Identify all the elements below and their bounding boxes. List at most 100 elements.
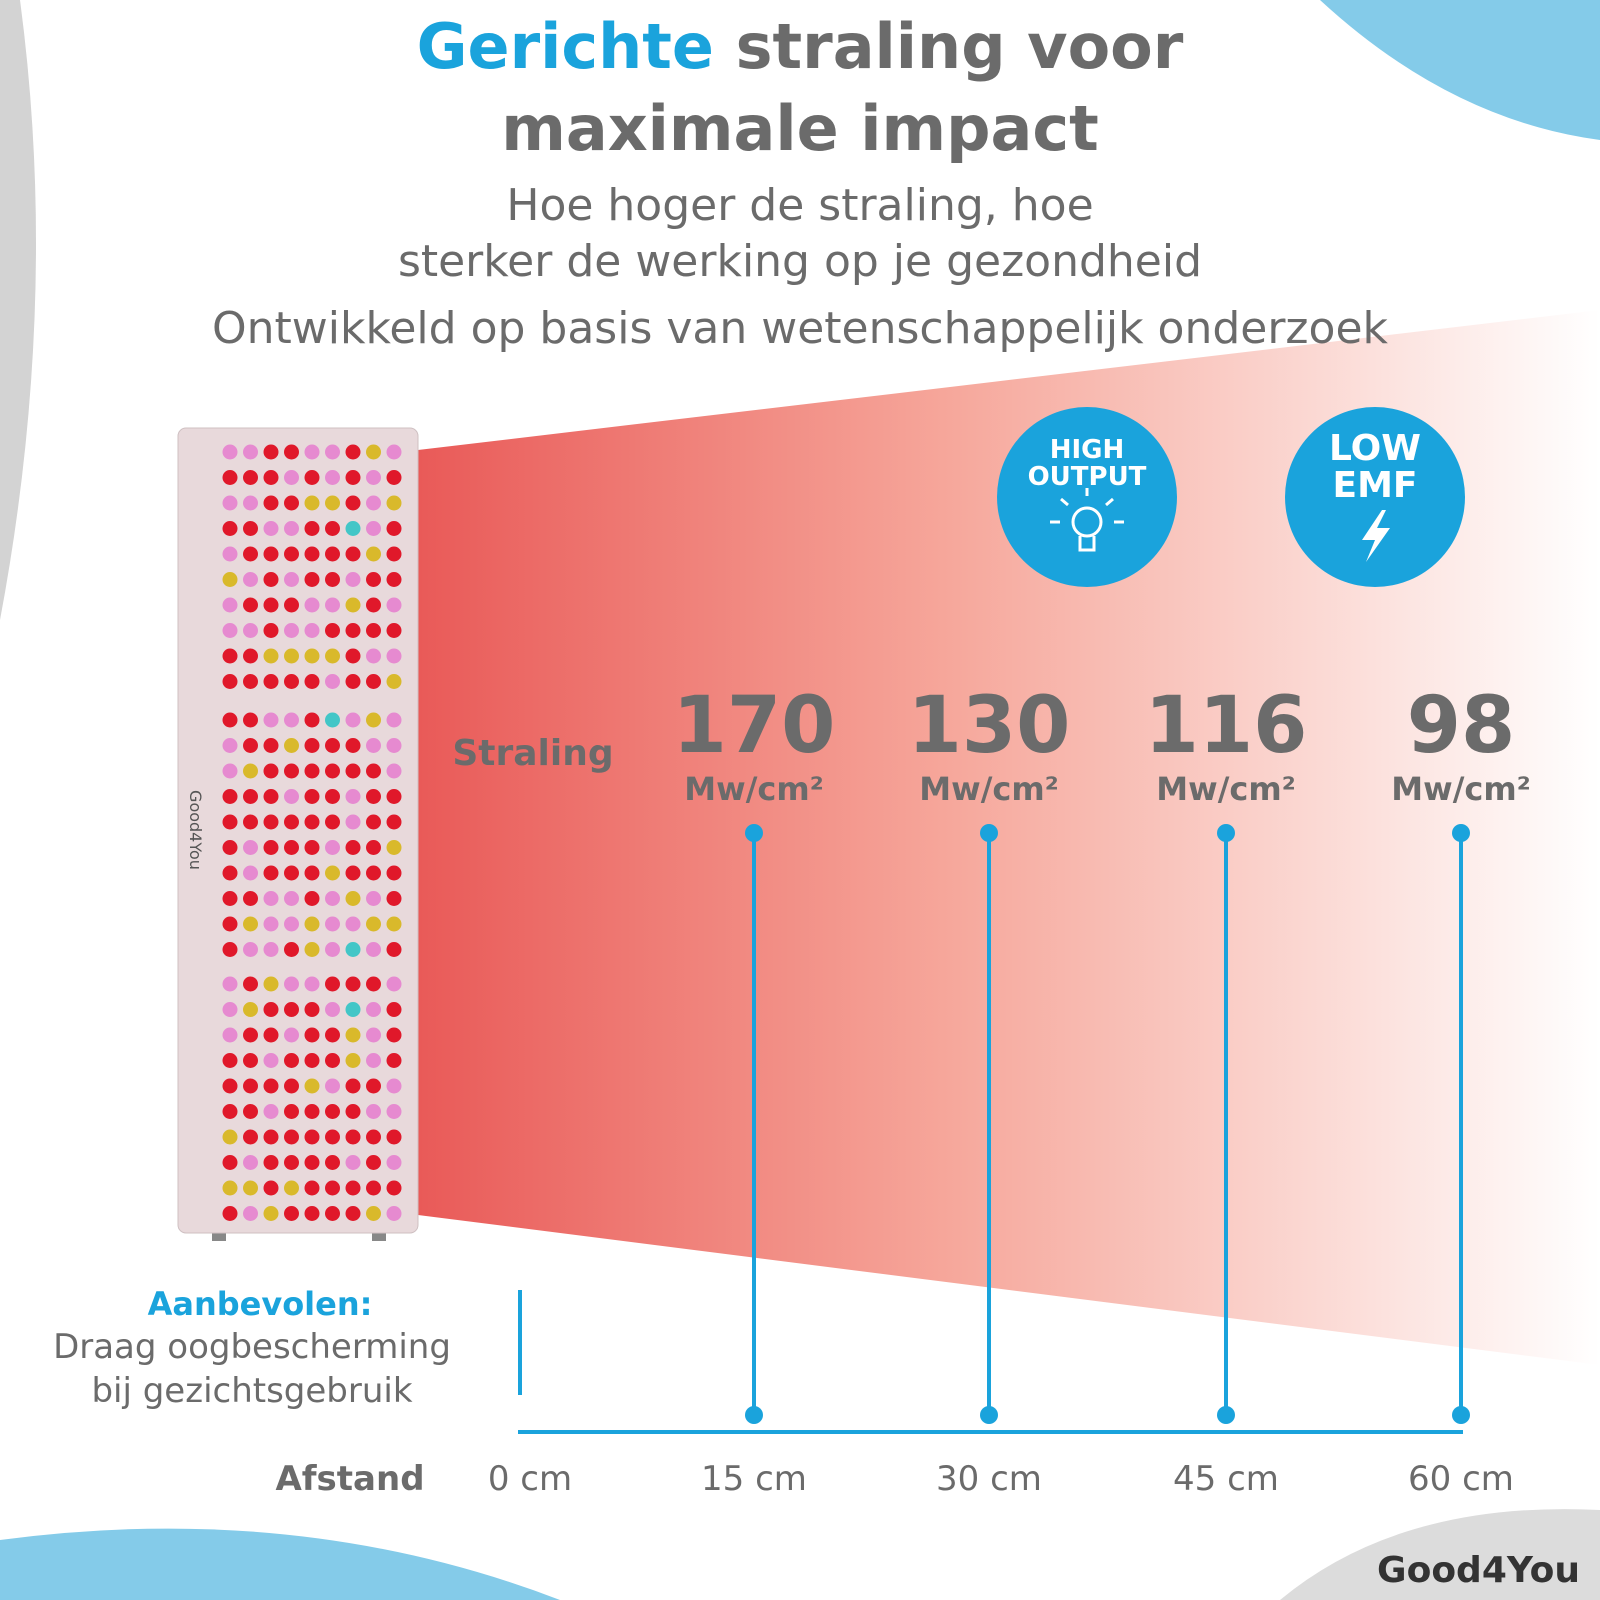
led [243, 674, 258, 689]
led [222, 648, 238, 664]
led [345, 521, 361, 536]
led [345, 674, 361, 689]
led [284, 976, 299, 992]
led [243, 1053, 258, 1068]
title-rest: straling voor [736, 10, 1184, 83]
panel-brand: Good4You [186, 790, 205, 870]
led [304, 623, 320, 638]
led [304, 470, 320, 485]
led [243, 840, 258, 855]
led [263, 444, 279, 460]
led [263, 916, 279, 932]
led [366, 521, 381, 536]
led [386, 597, 402, 613]
badge-text: HIGH [1050, 435, 1125, 465]
led [284, 1027, 299, 1043]
led [325, 495, 340, 511]
led [243, 1078, 258, 1094]
led [345, 738, 361, 753]
led [222, 1053, 238, 1068]
led [345, 1078, 361, 1094]
led [386, 865, 402, 881]
dot [980, 1406, 998, 1424]
led [304, 572, 320, 587]
led [366, 1180, 381, 1196]
dot [745, 1406, 763, 1424]
led [345, 1053, 361, 1068]
led [366, 916, 381, 932]
led [386, 1027, 402, 1043]
axis-tick: 60 cm [1408, 1459, 1514, 1499]
led [222, 1180, 238, 1196]
led [222, 495, 238, 511]
led [366, 623, 381, 638]
led [222, 1002, 238, 1017]
led [222, 865, 238, 881]
led [386, 942, 402, 957]
led [345, 597, 361, 613]
led [284, 648, 299, 664]
led [366, 763, 381, 779]
led [284, 546, 299, 562]
led [222, 891, 238, 906]
led [325, 1002, 340, 1017]
led [386, 814, 402, 830]
badge-text: EMF [1332, 465, 1417, 506]
led [366, 976, 381, 992]
led [325, 976, 340, 992]
dot [1452, 1406, 1470, 1424]
led [304, 1155, 320, 1170]
led [243, 546, 258, 562]
led [386, 1155, 402, 1170]
led [284, 1104, 299, 1119]
led [325, 840, 340, 855]
led [222, 1155, 238, 1170]
led [386, 1053, 402, 1068]
led [325, 521, 340, 536]
led [345, 1027, 361, 1043]
dot [1452, 824, 1470, 842]
led [366, 942, 381, 957]
led [222, 444, 238, 460]
led [345, 648, 361, 664]
led [284, 916, 299, 932]
led [263, 1002, 279, 1017]
led [284, 1078, 299, 1094]
led [304, 597, 320, 613]
led [345, 942, 361, 957]
led [304, 738, 320, 753]
led [243, 1180, 258, 1196]
led [243, 572, 258, 587]
led [304, 521, 320, 536]
led [263, 891, 279, 906]
led [325, 623, 340, 638]
led [325, 1155, 340, 1170]
led [284, 674, 299, 689]
led [386, 444, 402, 460]
led [366, 814, 381, 830]
led [284, 597, 299, 613]
axis-tick: 0 cm [488, 1459, 572, 1499]
led [263, 1027, 279, 1043]
led [243, 470, 258, 485]
led [222, 1078, 238, 1094]
led [325, 572, 340, 587]
led [304, 840, 320, 855]
led [243, 623, 258, 638]
led [222, 976, 238, 992]
led [366, 1155, 381, 1170]
led [263, 623, 279, 638]
dot [745, 824, 763, 842]
led [243, 814, 258, 830]
led [243, 1129, 258, 1145]
led [222, 814, 238, 830]
led [386, 546, 402, 562]
led [222, 572, 238, 587]
led [304, 976, 320, 992]
unit: Mw/cm² [919, 770, 1058, 808]
led [243, 1206, 258, 1221]
led [263, 572, 279, 587]
led [325, 444, 340, 460]
led [345, 891, 361, 906]
led [366, 1053, 381, 1068]
